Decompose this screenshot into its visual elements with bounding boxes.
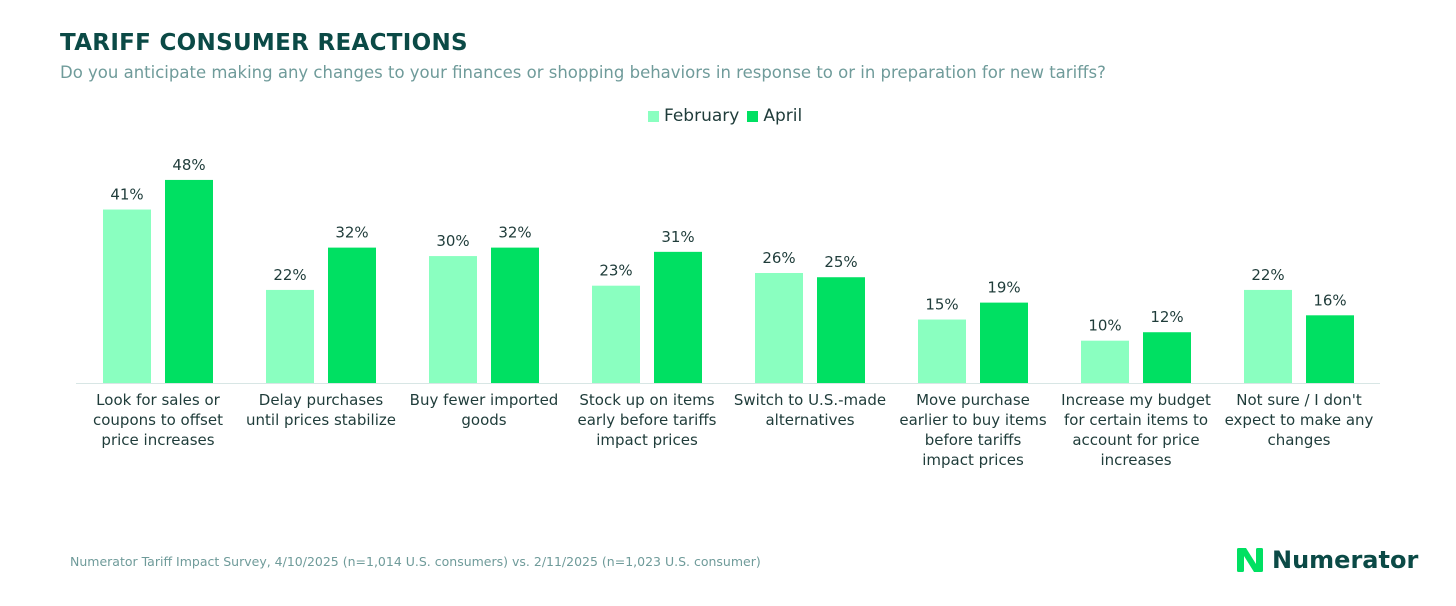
bar-april-0: [165, 179, 213, 383]
data-label-april-3: 31%: [661, 228, 694, 246]
bar-february-5: [918, 319, 966, 383]
data-label-april-1: 32%: [335, 224, 368, 242]
data-label-february-1: 22%: [273, 266, 306, 284]
bar-february-7: [1244, 289, 1292, 383]
source-note: Numerator Tariff Impact Survey, 4/10/202…: [70, 554, 761, 569]
legend-label-february: February: [664, 106, 740, 126]
bar-chart: 41% 48% Look for sales or coupons to offset…: [76, 156, 1380, 469]
legend-swatch-february: [648, 110, 659, 122]
data-label-february-0: 41%: [110, 186, 143, 204]
category-label-3: Stock up on items early before tariffs imp…: [578, 391, 717, 449]
numerator-logo: Numerator: [1236, 546, 1418, 574]
data-label-february-7: 22%: [1251, 266, 1284, 284]
category-label-2: Buy fewer imported goods: [410, 391, 559, 429]
bar-february-0: [103, 209, 151, 383]
category-label-4: Switch to U.S.-made alternatives: [734, 391, 886, 429]
legend-item-february: February: [648, 106, 739, 126]
data-label-february-2: 30%: [436, 232, 469, 250]
bar-april-2: [491, 247, 539, 383]
bar-april-3: [654, 251, 702, 383]
category-label-6: Increase my budget for certain items to ac…: [1061, 391, 1211, 469]
data-label-february-5: 15%: [925, 296, 958, 314]
data-label-april-4: 25%: [824, 253, 857, 271]
data-label-april-5: 19%: [987, 279, 1020, 297]
data-label-april-6: 12%: [1150, 308, 1183, 326]
bar-february-4: [755, 273, 803, 383]
bar-february-1: [266, 289, 314, 383]
bar-april-7: [1306, 315, 1354, 383]
category-label-7: Not sure / I don't expect to make any chan…: [1225, 391, 1374, 449]
data-label-february-4: 26%: [762, 249, 795, 267]
category-label-0: Look for sales or coupons to offset price …: [93, 391, 223, 449]
legend-label-april: April: [763, 106, 803, 126]
data-label-april-7: 16%: [1313, 291, 1346, 309]
chart-subtitle: Do you anticipate making any changes to …: [60, 63, 1106, 82]
data-label-april-0: 48%: [172, 156, 205, 174]
bar-april-1: [328, 247, 376, 383]
data-label-february-6: 10%: [1088, 317, 1121, 335]
bar-february-6: [1081, 340, 1129, 383]
legend-item-april: April: [747, 106, 802, 126]
chart-legend: February April: [648, 106, 802, 126]
bar-april-4: [817, 277, 865, 383]
logo-text: Numerator: [1272, 546, 1419, 574]
chart-title: TARIFF CONSUMER REACTIONS: [60, 30, 468, 56]
category-label-1: Delay purchases until prices stabilize: [246, 391, 396, 429]
numerator-n-icon: [1237, 548, 1263, 572]
bar-april-6: [1143, 332, 1191, 383]
bar-february-2: [429, 256, 477, 383]
category-label-5: Move purchase earlier to buy items before …: [899, 391, 1046, 469]
bar-february-3: [592, 285, 640, 383]
legend-swatch-april: [747, 110, 759, 122]
data-label-february-3: 23%: [599, 262, 632, 280]
bar-april-5: [980, 302, 1028, 383]
data-label-april-2: 32%: [498, 224, 531, 242]
